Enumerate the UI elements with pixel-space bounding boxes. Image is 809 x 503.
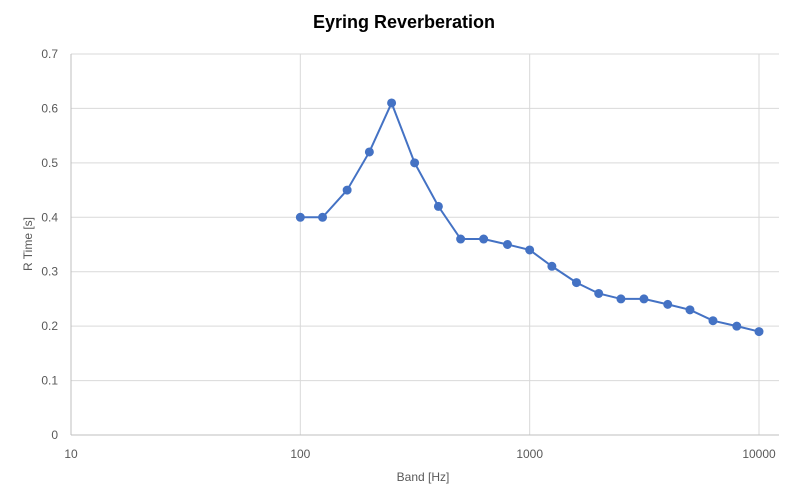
- chart-title: Eyring Reverberation: [313, 12, 495, 32]
- data-point: [318, 212, 328, 222]
- data-point: [479, 234, 489, 244]
- data-point: [571, 278, 581, 288]
- x-axis-label: Band [Hz]: [397, 470, 450, 484]
- data-point: [502, 240, 512, 249]
- data-point: [708, 316, 718, 326]
- data-point: [594, 288, 604, 298]
- data-point: [547, 261, 557, 271]
- tick-layer: 0 0.1 0.2 0.3 0.4 0.5 0.6 0.7 10 100 1000 10000: [41, 47, 776, 461]
- x-tick-label: 100: [290, 447, 310, 461]
- data-point: [616, 294, 626, 304]
- data-point: [364, 147, 374, 157]
- y-tick-label: 0.1: [41, 374, 58, 388]
- data-point: [639, 294, 649, 304]
- y-tick-label: 0: [51, 428, 58, 442]
- data-point: [685, 305, 695, 315]
- y-tick-label: 0.5: [41, 156, 58, 170]
- x-tick-label: 10: [64, 447, 78, 461]
- data-point: [525, 245, 535, 255]
- data-point: [295, 212, 305, 222]
- data-point: [410, 158, 420, 168]
- x-tick-label: 10000: [742, 447, 776, 461]
- data-point: [387, 98, 397, 108]
- data-point: [732, 321, 742, 331]
- x-tick-label: 1000: [516, 447, 543, 461]
- y-tick-label: 0.2: [41, 319, 58, 333]
- data-point: [456, 234, 466, 244]
- grid-layer: [70, 53, 779, 436]
- y-tick-label: 0.4: [41, 210, 58, 224]
- series-layer: [295, 98, 764, 337]
- y-tick-label: 0.7: [41, 47, 58, 61]
- data-point: [754, 327, 764, 337]
- y-tick-label: 0.6: [41, 101, 58, 115]
- data-point: [663, 299, 673, 309]
- data-point: [433, 201, 443, 211]
- data-point: [342, 185, 352, 195]
- y-tick-label: 0.3: [41, 265, 58, 279]
- y-axis-label: R Time [s]: [21, 217, 35, 271]
